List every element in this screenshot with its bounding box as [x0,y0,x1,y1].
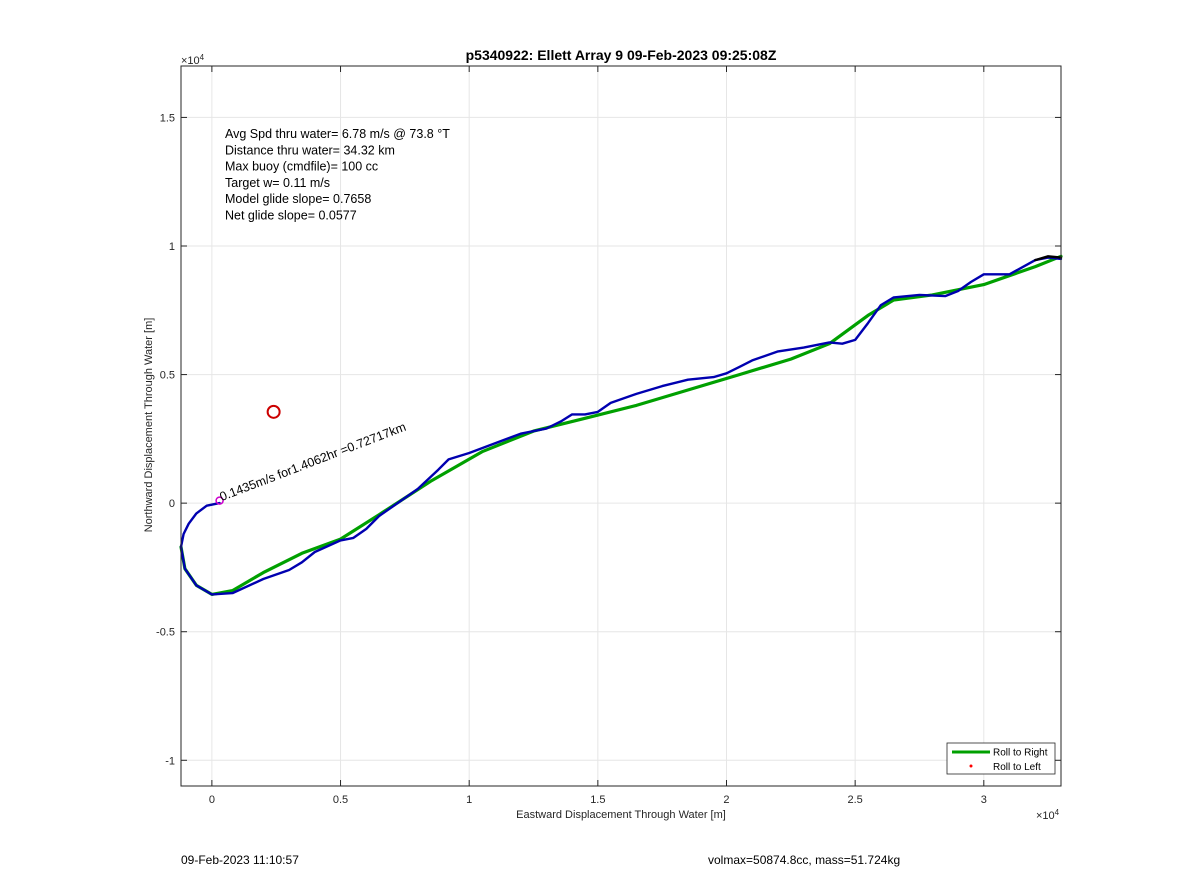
annotation-line: Avg Spd thru water= 6.78 m/s @ 73.8 °T [225,127,450,141]
y-tick-label: 0 [169,498,175,510]
x-tick-label: 1.5 [590,794,605,806]
x-tick-label: 2 [723,794,729,806]
y-tick-label: 0.5 [160,370,175,382]
y-tick-label: 1.5 [160,112,175,124]
x-exponent-label: ×104 [1036,808,1060,822]
x-tick-label: 3 [981,794,987,806]
legend-box [946,742,1056,775]
plot-series [179,254,1063,597]
y-axis-label: Northward Displacement Through Water [m] [143,318,155,533]
legend: Roll to Right Roll to Left [946,742,1056,775]
footer-date: 09-Feb-2023 11:10:57 [181,853,299,867]
start-marker [215,496,224,505]
axes-box [180,65,1062,787]
axis-ticks: 0 0.5 1 1.5 2 2.5 3 -1 -0.5 0 0.5 1 1.5 [156,66,1061,806]
legend-label-roll-left: Roll to Left [993,762,1041,773]
series-segment-end [1034,255,1063,262]
legend-label-roll-right: Roll to Right [993,748,1048,759]
y-tick-label: -1 [165,755,175,767]
grid-lines [181,66,1061,786]
annotations: Avg Spd thru water= 6.78 m/s @ 73.8 °T Di… [218,127,451,504]
annotation-line: Target w= 0.11 m/s [225,176,330,190]
annotation-line: Model glide slope= 0.7658 [225,192,371,206]
x-tick-label: 0.5 [333,794,348,806]
y-exponent-label: ×104 [181,53,205,67]
footer-stats: volmax=50874.8cc, mass=51.724kg [708,853,901,867]
y-tick-label: -0.5 [156,627,175,639]
circle-marker [266,404,281,419]
annotation-line: Net glide slope= 0.0577 [225,209,357,223]
series-track [179,256,1063,596]
annotation-line: Max buoy (cmdfile)= 100 cc [225,160,378,174]
x-axis-label: Eastward Displacement Through Water [m] [516,809,726,821]
chart-title: p5340922: Ellett Array 9 09-Feb-2023 09:… [466,47,777,63]
markers [215,404,281,505]
annotation-line: Distance thru water= 34.32 km [225,143,395,157]
series-roll-to-right [179,254,1063,597]
leg-annotation: 0.1435m/s for1.4062hr =0.72717km [218,420,408,504]
x-tick-label: 2.5 [848,794,863,806]
y-tick-label: 1 [169,241,175,253]
x-tick-label: 0 [209,794,215,806]
x-tick-label: 1 [466,794,472,806]
legend-dot-roll-left [969,764,973,768]
